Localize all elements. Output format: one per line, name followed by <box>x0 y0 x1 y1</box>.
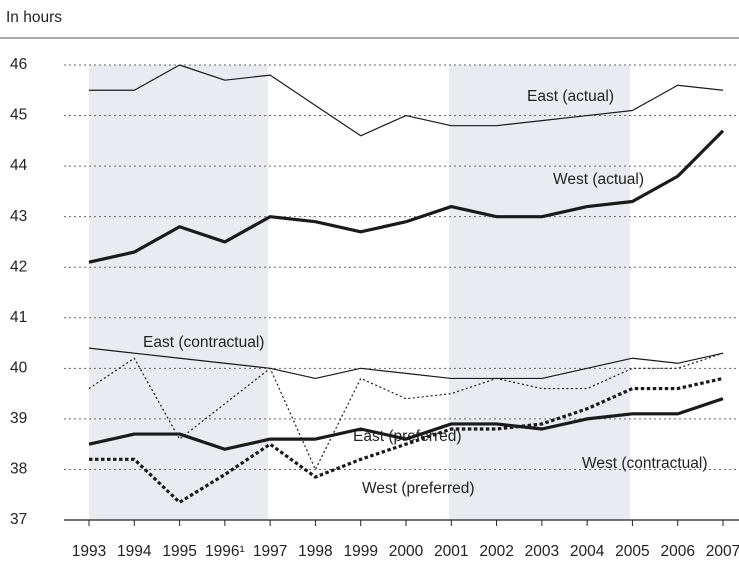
y-tick-label: 45 <box>10 107 27 124</box>
series-line <box>89 376 724 504</box>
x-tick-label: 1998 <box>298 543 332 560</box>
series-label: West (contractual) <box>582 455 707 472</box>
y-tick-label: 44 <box>10 157 28 174</box>
shaded-band <box>89 65 268 520</box>
series-label: East (actual) <box>527 88 614 105</box>
y-tick-label: 38 <box>10 461 27 478</box>
y-tick-label: 42 <box>10 258 27 275</box>
y-tick-label: 41 <box>10 309 27 326</box>
x-tick-label: 2000 <box>389 543 424 560</box>
x-tick-label: 2002 <box>479 543 513 560</box>
x-tick-label: 1995 <box>162 543 196 560</box>
y-axis-label: In hours <box>6 9 62 26</box>
y-tick-label: 46 <box>10 56 27 73</box>
y-tick-label: 37 <box>10 511 27 528</box>
series-line <box>89 64 724 137</box>
x-tick-label: 1994 <box>117 543 152 560</box>
y-tick-label: 39 <box>10 410 27 427</box>
x-tick-label: 1999 <box>343 543 377 560</box>
x-tick-label: 1993 <box>72 543 106 560</box>
series-label: West (preferred) <box>362 480 475 497</box>
x-tick-label: 2001 <box>434 543 468 560</box>
x-tick-label: 2007 <box>706 543 739 560</box>
x-tick-label: 1996¹ <box>205 543 245 560</box>
series-label: West (actual) <box>553 171 644 188</box>
series-line <box>88 129 725 264</box>
shaded-band <box>449 65 630 520</box>
x-tick-label: 2006 <box>660 543 694 560</box>
y-tick-label: 43 <box>10 208 27 225</box>
x-tick-label: 2004 <box>570 543 605 560</box>
series-line <box>88 347 724 380</box>
x-tick-label: 2003 <box>525 543 559 560</box>
y-tick-label: 40 <box>10 359 28 376</box>
series-line <box>88 397 724 451</box>
series-label: East (contractual) <box>143 334 264 351</box>
x-tick-label: 2005 <box>615 543 649 560</box>
x-tick-label: 1997 <box>253 543 287 560</box>
